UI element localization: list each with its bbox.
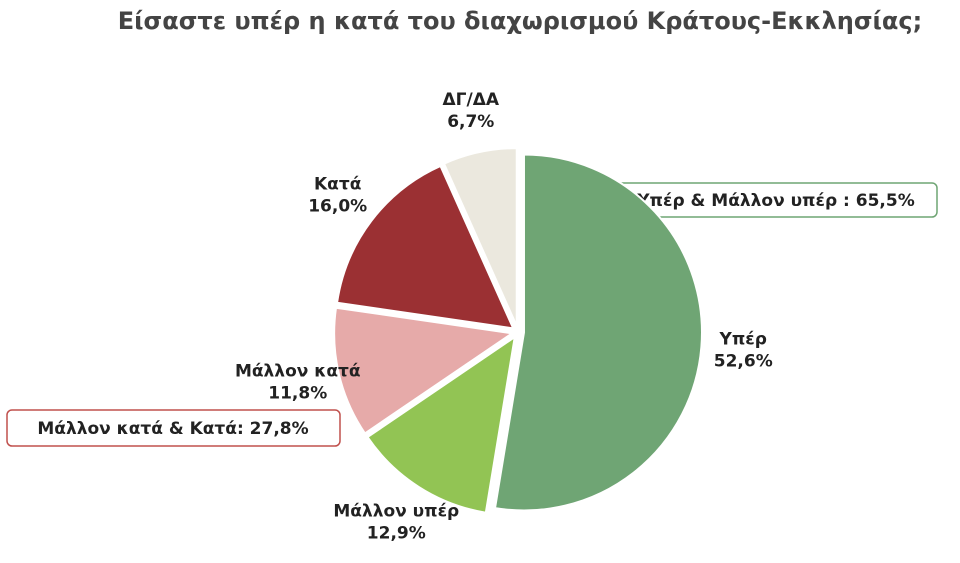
slice-label: Κατά bbox=[314, 175, 361, 195]
slice-value-label: 12,9% bbox=[367, 523, 426, 543]
slice-label: ΔΓ/ΔΑ bbox=[443, 90, 500, 110]
slice-value-label: 16,0% bbox=[308, 197, 367, 217]
slice-label: Υπέρ bbox=[719, 329, 767, 349]
slice-label: Μάλλον υπέρ bbox=[333, 501, 459, 521]
pie-slice bbox=[366, 334, 517, 514]
slice-value-label: 6,7% bbox=[447, 112, 494, 132]
pie-slice bbox=[333, 306, 515, 435]
slice-value-label: 52,6% bbox=[714, 351, 773, 371]
slice-label: Μάλλον κατά bbox=[235, 362, 361, 382]
chart-title: Είσαστε υπέρ η κατά του διαχωρισμού Κράτ… bbox=[118, 7, 922, 35]
pie-slice bbox=[335, 164, 515, 330]
annotation: Μάλλον κατά & Κατά: 27,8% bbox=[37, 419, 308, 439]
annotation: Υπέρ & Μάλλον υπέρ : 65,5% bbox=[636, 191, 915, 211]
annotation-box bbox=[6, 409, 341, 447]
pie-slice bbox=[493, 153, 703, 512]
slice-value-label: 11,8% bbox=[268, 384, 327, 404]
pie-slice bbox=[442, 147, 518, 327]
